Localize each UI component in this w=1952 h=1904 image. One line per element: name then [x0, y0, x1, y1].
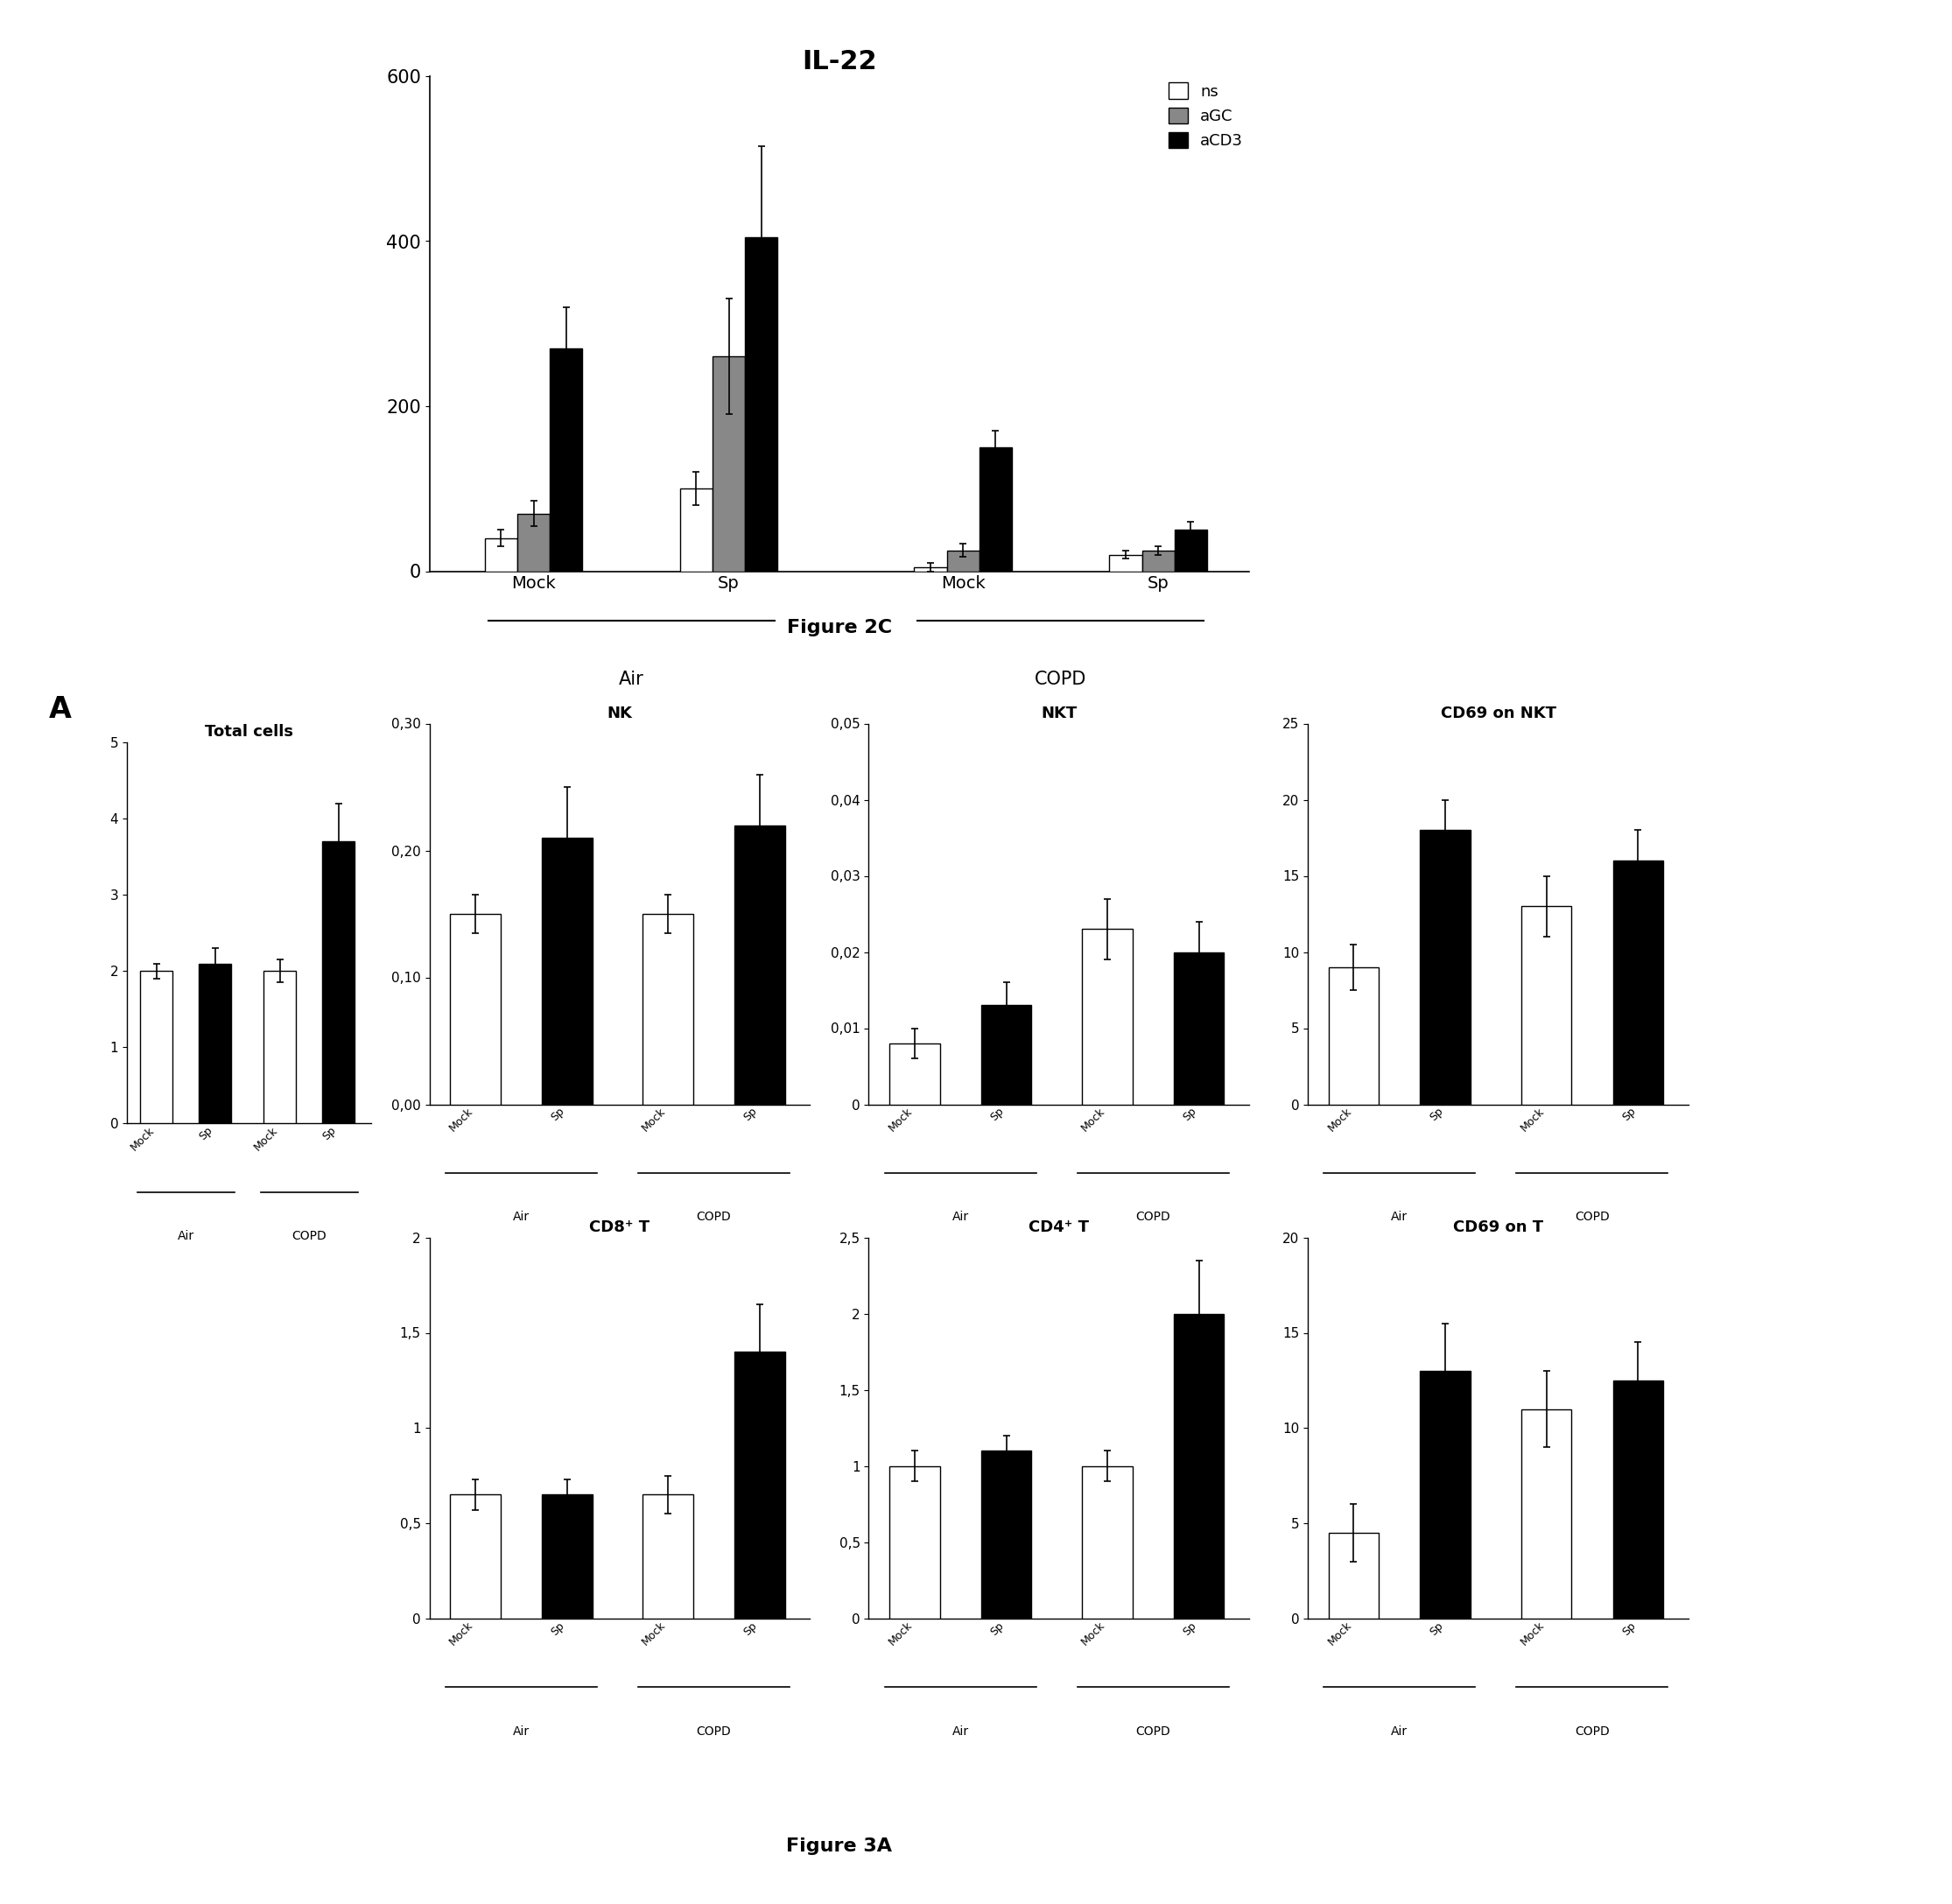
Text: Air: Air: [953, 1211, 968, 1222]
Bar: [1081, 929, 1132, 1104]
Bar: [1521, 1409, 1571, 1618]
Bar: [980, 447, 1011, 571]
Bar: [451, 1495, 500, 1618]
Text: Air: Air: [513, 1211, 529, 1222]
Bar: [484, 539, 517, 571]
Bar: [1329, 967, 1378, 1104]
Bar: [642, 1495, 693, 1618]
Bar: [264, 971, 297, 1123]
Text: COPD: COPD: [291, 1230, 326, 1241]
Text: Air: Air: [1392, 1211, 1407, 1222]
Legend: ns, aGC, aCD3: ns, aGC, aCD3: [1161, 76, 1249, 156]
Text: COPD: COPD: [1575, 1211, 1610, 1222]
Bar: [914, 567, 947, 571]
Title: IL-22: IL-22: [802, 50, 876, 74]
Bar: [322, 842, 355, 1123]
Title: CD4⁺ T: CD4⁺ T: [1029, 1219, 1089, 1236]
Bar: [543, 838, 591, 1104]
Bar: [746, 236, 777, 571]
Bar: [550, 348, 582, 571]
Bar: [141, 971, 172, 1123]
Bar: [517, 514, 550, 571]
Text: COPD: COPD: [697, 1725, 732, 1736]
Text: Air: Air: [1392, 1725, 1407, 1736]
Bar: [712, 356, 746, 571]
Text: Figure 2C: Figure 2C: [787, 619, 892, 636]
Bar: [1421, 830, 1470, 1104]
Bar: [890, 1043, 939, 1104]
Bar: [1612, 1380, 1663, 1618]
Bar: [1173, 1314, 1224, 1618]
Title: NKT: NKT: [1040, 704, 1078, 722]
Title: Total cells: Total cells: [205, 724, 293, 741]
Text: COPD: COPD: [697, 1211, 732, 1222]
Bar: [1081, 1466, 1132, 1618]
Bar: [1109, 554, 1142, 571]
Bar: [982, 1451, 1031, 1618]
Text: A: A: [49, 695, 72, 724]
Bar: [199, 963, 230, 1123]
Text: Figure 3A: Figure 3A: [787, 1837, 892, 1854]
Bar: [890, 1466, 939, 1618]
Text: COPD: COPD: [1575, 1725, 1610, 1736]
Title: CD69 on T: CD69 on T: [1452, 1219, 1544, 1236]
Bar: [1142, 550, 1175, 571]
Bar: [1173, 952, 1224, 1104]
Title: CD8⁺ T: CD8⁺ T: [590, 1219, 650, 1236]
Bar: [1329, 1533, 1378, 1618]
Bar: [982, 1005, 1031, 1104]
Bar: [1175, 529, 1206, 571]
Bar: [451, 914, 500, 1104]
Bar: [734, 1352, 785, 1618]
Bar: [734, 824, 785, 1104]
Text: Air: Air: [619, 670, 644, 687]
Bar: [947, 550, 980, 571]
Text: Air: Air: [953, 1725, 968, 1736]
Text: Air: Air: [178, 1230, 193, 1241]
Title: NK: NK: [607, 704, 632, 722]
Text: COPD: COPD: [1136, 1725, 1171, 1736]
Bar: [1612, 861, 1663, 1104]
Bar: [543, 1495, 591, 1618]
Bar: [642, 914, 693, 1104]
Text: Air: Air: [513, 1725, 529, 1736]
Bar: [1421, 1371, 1470, 1618]
Title: CD69 on NKT: CD69 on NKT: [1441, 704, 1556, 722]
Bar: [1521, 906, 1571, 1104]
Text: COPD: COPD: [1035, 670, 1087, 687]
Bar: [679, 489, 712, 571]
Text: COPD: COPD: [1136, 1211, 1171, 1222]
